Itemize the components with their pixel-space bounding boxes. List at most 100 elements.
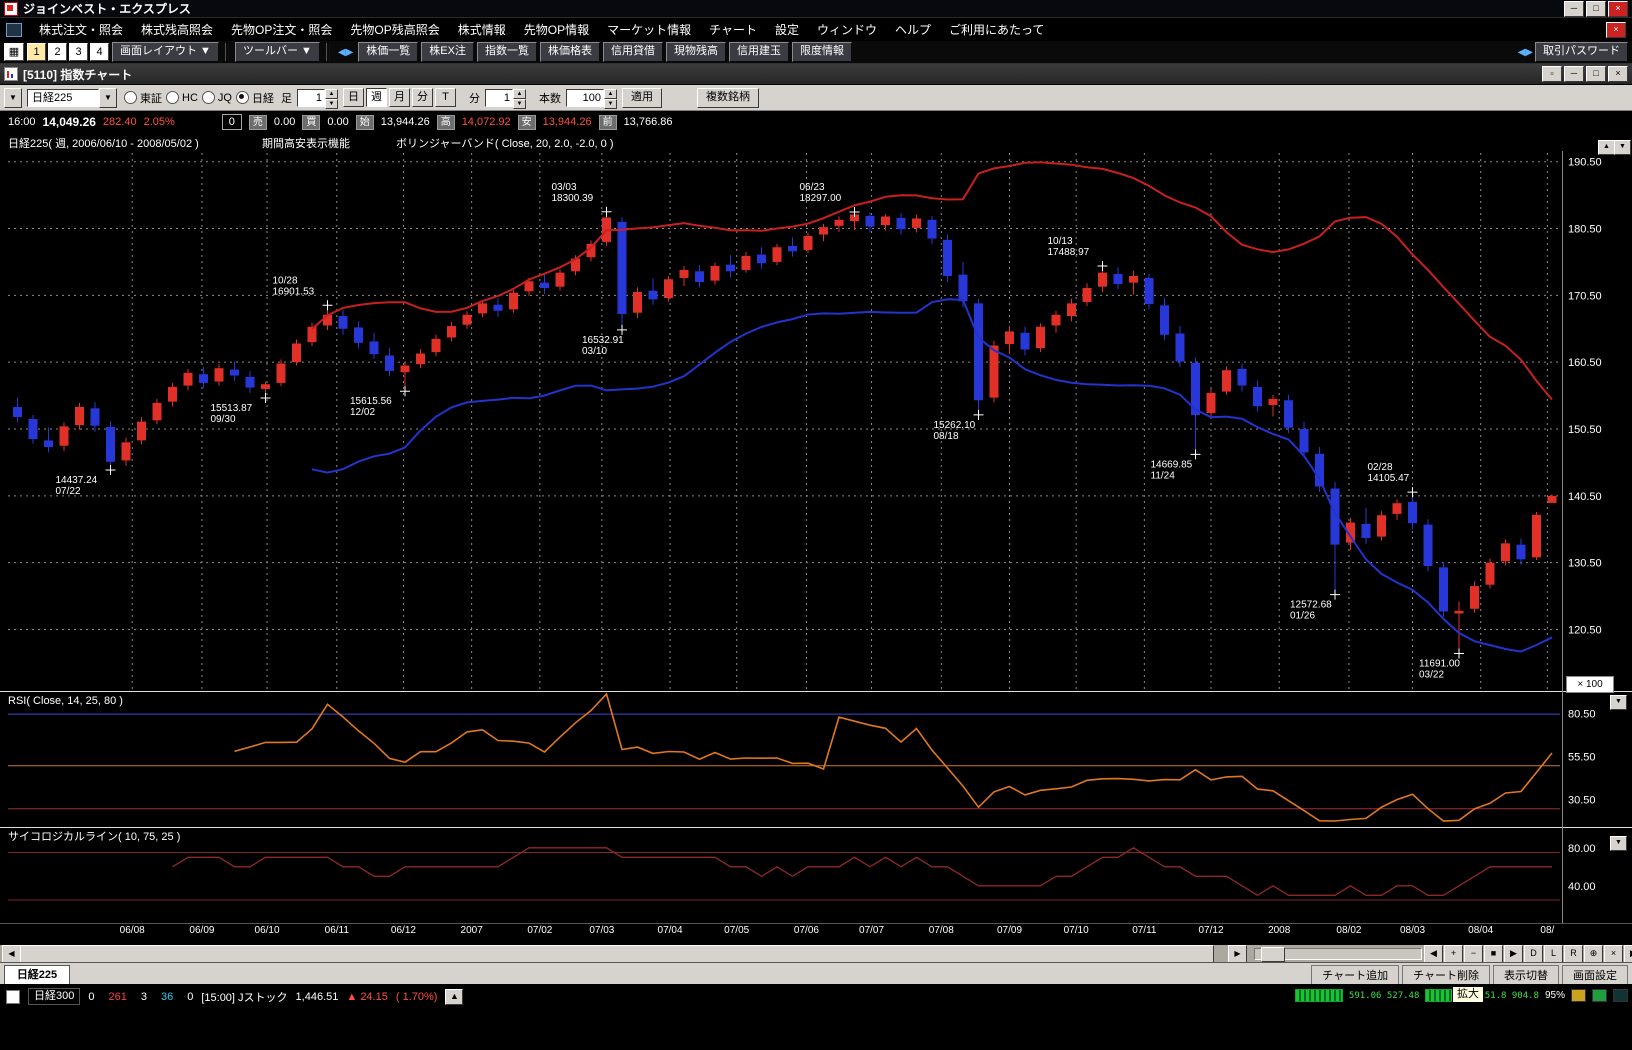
layout-grid-icon[interactable]: ▦ — [4, 43, 24, 61]
scrollbar-button[interactable]: L — [1544, 945, 1563, 963]
psych-panel-collapse-icon[interactable]: ▼ — [1610, 836, 1627, 851]
menu-item[interactable]: チャート — [709, 23, 757, 37]
collapse-button[interactable]: ▼ — [4, 87, 22, 108]
candle — [90, 408, 100, 426]
toolbar-button[interactable]: 指数一覧 — [476, 42, 537, 62]
spin-down-icon[interactable]: ▼ — [324, 98, 338, 109]
menu-item[interactable]: ウィンドウ — [817, 23, 878, 37]
zoom-slider-thumb[interactable] — [1261, 947, 1285, 962]
menu-item[interactable]: ご利用にあたって — [949, 23, 1045, 37]
multiplier-dropdown-icon[interactable]: ▼ — [1610, 695, 1627, 710]
candle — [648, 290, 658, 300]
scroll-right-arrow[interactable]: ▶ — [1228, 945, 1247, 963]
period-button-分[interactable]: 分 — [411, 88, 433, 107]
spin-up-icon[interactable]: ▲ — [512, 88, 526, 99]
apply-button[interactable]: 適用 — [621, 87, 662, 108]
toolbar-button[interactable]: 株EX注 — [421, 42, 474, 62]
scrollbar-button[interactable]: ▶ — [1504, 945, 1523, 963]
zoom-slider[interactable] — [1254, 947, 1422, 962]
index-checkbox[interactable] — [6, 989, 20, 1004]
toolbar-button[interactable]: 信用貸借 — [602, 42, 663, 62]
market-radio-group: 東証 HC JQ 日経 — [122, 90, 276, 106]
chart-restore-button[interactable]: □ — [1586, 66, 1606, 82]
market-radio[interactable]: JQ — [201, 90, 232, 106]
scrollbar-button[interactable]: ▶ — [1624, 945, 1632, 963]
period-button-週[interactable]: 週 — [365, 88, 387, 107]
expand-up-button[interactable]: ▲ — [445, 988, 464, 1005]
scale-down-button[interactable]: ▼ — [1614, 140, 1631, 155]
scrollbar-button[interactable]: R — [1564, 945, 1583, 963]
menu-item[interactable]: 株式情報 — [457, 23, 506, 37]
menu-item[interactable]: マーケット情報 — [607, 23, 692, 37]
minute-stepper[interactable]: 1 ▲ ▼ — [484, 88, 526, 109]
scrollbar-button[interactable]: ◀ — [1424, 945, 1443, 963]
toolbar-button[interactable]: 現物残高 — [665, 42, 726, 62]
screen-layout-dropdown[interactable]: 画面レイアウト ▼ — [112, 42, 219, 62]
trade-password-button[interactable]: 取引パスワード — [1535, 42, 1628, 62]
chart-close-button[interactable]: × — [1608, 66, 1628, 82]
toolbar-button[interactable]: 限度情報 — [791, 42, 852, 62]
scrollbar-button[interactable]: × — [1604, 945, 1623, 963]
market-radio[interactable]: HC — [166, 90, 198, 106]
period-button-T[interactable]: T — [434, 88, 456, 107]
scrollbar-thumb[interactable] — [20, 945, 1214, 963]
chart-action-buttons: チャート追加 チャート削除 表示切替 画面設定 — [1311, 965, 1628, 985]
menu-item[interactable]: 株式残高照会 — [141, 23, 214, 37]
market-radio[interactable]: 日経 — [235, 90, 274, 106]
minimize-button[interactable]: ─ — [1564, 0, 1584, 17]
chart-action-button[interactable]: 画面設定 — [1562, 965, 1628, 985]
chart-minimize-button[interactable]: ─ — [1564, 66, 1584, 82]
spin-down-icon[interactable]: ▼ — [512, 98, 526, 109]
scrollbar-button[interactable]: ■ — [1484, 945, 1503, 963]
period-button-月[interactable]: 月 — [388, 88, 410, 107]
toolbar-dropdown[interactable]: ツールバー ▼ — [234, 42, 320, 62]
layout-number-button[interactable]: 2 — [48, 43, 67, 61]
menu-item[interactable]: ヘルプ — [895, 23, 932, 37]
chart-action-button[interactable]: 表示切替 — [1493, 965, 1559, 985]
candle — [633, 292, 642, 313]
spin-up-icon[interactable]: ▲ — [603, 88, 617, 99]
scroll-left-arrow[interactable]: ◀ — [2, 945, 21, 963]
symbol-dropdown-icon[interactable]: ▼ — [99, 87, 117, 108]
multi-symbol-button[interactable]: 複数銘柄 — [696, 87, 759, 108]
layout-number-button[interactable]: 4 — [90, 43, 109, 61]
toolbar-button[interactable]: 株価格表 — [539, 42, 600, 62]
scrollbar-button[interactable]: D — [1524, 945, 1543, 963]
layout-number-button[interactable]: 1 — [27, 43, 46, 61]
ashi-stepper[interactable]: 1 ▲ ▼ — [296, 88, 338, 109]
menu-item[interactable]: 株式注文・照会 — [39, 23, 124, 37]
feature-label-highlow: 期間高安表示機能 — [262, 136, 350, 150]
layout-number-button[interactable]: 3 — [69, 43, 88, 61]
bars-stepper[interactable]: 100 ▲ ▼ — [565, 88, 617, 109]
scrollbar-button[interactable]: − — [1464, 945, 1483, 963]
market-radio[interactable]: 東証 — [124, 90, 162, 106]
tab-nikkei225[interactable]: 日経225 — [4, 965, 70, 985]
toolbar-button[interactable]: 信用建玉 — [728, 42, 789, 62]
connection-icon[interactable] — [1592, 989, 1607, 1002]
candle — [819, 227, 828, 235]
menu-item[interactable]: 設定 — [774, 23, 799, 37]
scrollbar-button[interactable]: + — [1444, 945, 1463, 963]
menu-item[interactable]: 先物OP情報 — [523, 23, 590, 37]
chart-action-button[interactable]: チャート削除 — [1402, 965, 1490, 985]
extreme-marker-icon — [601, 206, 612, 217]
close-button[interactable]: × — [1608, 0, 1628, 17]
menu-item[interactable]: 先物OP注文・照会 — [231, 23, 333, 37]
x-axis-label: 06/10 — [255, 925, 280, 936]
scrollbar-button[interactable]: ⊕ — [1584, 945, 1603, 963]
pin-button[interactable]: ▫ — [1542, 66, 1562, 82]
period-button-日[interactable]: 日 — [342, 88, 364, 107]
spin-down-icon[interactable]: ▼ — [603, 98, 617, 109]
symbol-combo[interactable]: 日経225 ▼ — [27, 87, 117, 108]
scale-up-button[interactable]: ▲ — [1598, 140, 1615, 155]
chart-action-button[interactable]: チャート追加 — [1311, 965, 1400, 985]
alert-icon[interactable] — [1571, 989, 1586, 1002]
mdi-close-button[interactable]: × — [1606, 21, 1626, 38]
toolbar-button[interactable]: 株価一覧 — [358, 42, 419, 62]
chart-canvas[interactable]: 日経225( 週, 2006/06/10 - 2008/05/02 ) 期間高安表… — [0, 133, 1632, 945]
x-axis-label: 07/02 — [527, 925, 552, 936]
rsi-axis-label: 80.50 — [1568, 708, 1596, 720]
spin-up-icon[interactable]: ▲ — [324, 88, 338, 99]
menu-item[interactable]: 先物OP残高照会 — [350, 23, 440, 37]
maximize-button[interactable]: □ — [1586, 0, 1606, 17]
